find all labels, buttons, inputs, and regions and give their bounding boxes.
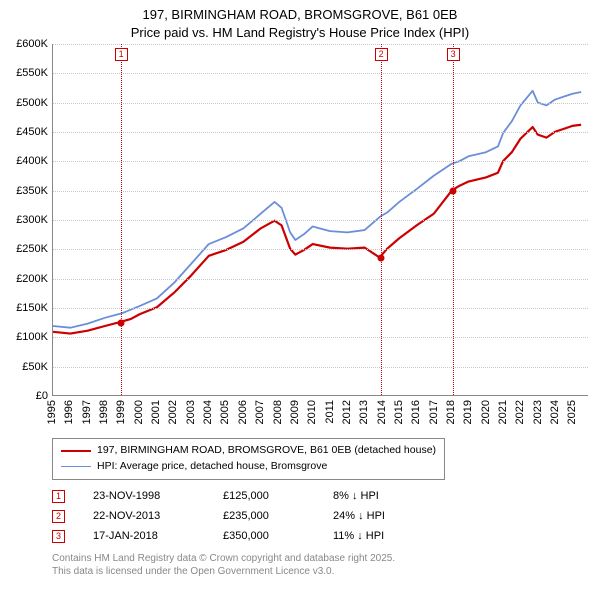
title-line-1: 197, BIRMINGHAM ROAD, BROMSGROVE, B61 0E… xyxy=(0,6,600,24)
y-tick-label: £500K xyxy=(4,97,48,109)
legend-swatch-property xyxy=(61,450,91,452)
gridline xyxy=(53,73,588,74)
y-tick-label: £150K xyxy=(4,302,48,314)
series-line-property xyxy=(53,125,581,334)
legend-label-property: 197, BIRMINGHAM ROAD, BROMSGROVE, B61 0E… xyxy=(97,443,436,459)
x-tick-label: 2014 xyxy=(376,400,388,424)
legend-row-property: 197, BIRMINGHAM ROAD, BROMSGROVE, B61 0E… xyxy=(61,443,436,459)
sale-price-3: £350,000 xyxy=(223,530,333,542)
y-tick-label: £200K xyxy=(4,273,48,285)
chart-wrap: 1 2 3 £0 £50K £100K £150K £200K £250K £300K £350K… xyxy=(0,44,600,432)
y-tick-label: £600K xyxy=(4,38,48,50)
sale-dot xyxy=(377,255,384,262)
x-tick-label: 2005 xyxy=(219,400,231,424)
gridline xyxy=(53,161,588,162)
sale-marker-1: 1 xyxy=(52,490,65,503)
y-tick-label: £50K xyxy=(4,361,48,373)
gridline xyxy=(53,367,588,368)
x-tick-label: 2010 xyxy=(306,400,318,424)
x-tick-label: 2015 xyxy=(393,400,405,424)
x-tick-label: 2019 xyxy=(462,400,474,424)
sale-price-1: £125,000 xyxy=(223,490,333,502)
y-tick-label: £450K xyxy=(4,126,48,138)
x-tick-label: 2003 xyxy=(185,400,197,424)
sales-row-1: 1 23-NOV-1998 £125,000 8% ↓ HPI xyxy=(52,486,423,506)
sale-marker-vline xyxy=(381,44,382,395)
sale-marker-box: 2 xyxy=(375,48,388,61)
gridline xyxy=(53,279,588,280)
x-tick-label: 2024 xyxy=(549,400,561,424)
sale-date-3: 17-JAN-2018 xyxy=(93,530,223,542)
x-tick-label: 2017 xyxy=(428,400,440,424)
x-tick-label: 2001 xyxy=(150,400,162,424)
plot-area: 1 2 3 xyxy=(52,44,588,396)
y-tick-label: £250K xyxy=(4,243,48,255)
x-tick-label: 2013 xyxy=(358,400,370,424)
y-tick-label: £550K xyxy=(4,67,48,79)
x-tick-label: 2002 xyxy=(167,400,179,424)
x-tick-label: 2025 xyxy=(566,400,578,424)
title-line-2: Price paid vs. HM Land Registry's House … xyxy=(0,24,600,42)
legend-label-hpi: HPI: Average price, detached house, Brom… xyxy=(97,459,327,475)
footnote-line-2: This data is licensed under the Open Gov… xyxy=(52,565,395,578)
x-tick-label: 2008 xyxy=(272,400,284,424)
sales-table: 1 23-NOV-1998 £125,000 8% ↓ HPI 2 22-NOV… xyxy=(52,486,423,546)
sale-dot xyxy=(117,319,124,326)
sales-row-2: 2 22-NOV-2013 £235,000 24% ↓ HPI xyxy=(52,506,423,526)
y-tick-label: £0 xyxy=(4,390,48,402)
x-tick-label: 1997 xyxy=(81,400,93,424)
series-line-hpi xyxy=(53,91,581,328)
y-tick-label: £400K xyxy=(4,155,48,167)
x-tick-label: 1998 xyxy=(98,400,110,424)
x-tick-label: 2004 xyxy=(202,400,214,424)
chart-container: 197, BIRMINGHAM ROAD, BROMSGROVE, B61 0E… xyxy=(0,0,600,590)
x-tick-label: 2006 xyxy=(237,400,249,424)
sale-marker-box: 3 xyxy=(447,48,460,61)
x-tick-label: 2018 xyxy=(445,400,457,424)
y-tick-label: £350K xyxy=(4,185,48,197)
sales-row-3: 3 17-JAN-2018 £350,000 11% ↓ HPI xyxy=(52,526,423,546)
sale-marker-2: 2 xyxy=(52,510,65,523)
sale-date-2: 22-NOV-2013 xyxy=(93,510,223,522)
legend-swatch-hpi xyxy=(61,466,91,467)
gridline xyxy=(53,308,588,309)
x-tick-label: 2021 xyxy=(497,400,509,424)
sale-marker-box: 1 xyxy=(115,48,128,61)
gridline xyxy=(53,220,588,221)
x-tick-label: 2016 xyxy=(410,400,422,424)
sale-price-2: £235,000 xyxy=(223,510,333,522)
x-tick-label: 1995 xyxy=(46,400,58,424)
title-block: 197, BIRMINGHAM ROAD, BROMSGROVE, B61 0E… xyxy=(0,0,600,41)
x-tick-label: 2012 xyxy=(341,400,353,424)
sale-marker-vline xyxy=(121,44,122,395)
gridline xyxy=(53,191,588,192)
x-tick-label: 2023 xyxy=(532,400,544,424)
x-tick-label: 2000 xyxy=(133,400,145,424)
x-tick-label: 1999 xyxy=(115,400,127,424)
y-tick-label: £300K xyxy=(4,214,48,226)
y-tick-label: £100K xyxy=(4,331,48,343)
footnote: Contains HM Land Registry data © Crown c… xyxy=(52,552,395,578)
x-tick-label: 2009 xyxy=(289,400,301,424)
sale-pct-1: 8% ↓ HPI xyxy=(333,490,423,502)
footnote-line-1: Contains HM Land Registry data © Crown c… xyxy=(52,552,395,565)
legend-box: 197, BIRMINGHAM ROAD, BROMSGROVE, B61 0E… xyxy=(52,438,445,480)
sale-pct-2: 24% ↓ HPI xyxy=(333,510,423,522)
sale-dot xyxy=(449,187,456,194)
sale-pct-3: 11% ↓ HPI xyxy=(333,530,423,542)
sale-marker-vline xyxy=(453,44,454,395)
x-tick-label: 2011 xyxy=(324,400,336,424)
x-tick-label: 1996 xyxy=(63,400,75,424)
gridline xyxy=(53,249,588,250)
legend-row-hpi: HPI: Average price, detached house, Brom… xyxy=(61,459,436,475)
x-tick-label: 2022 xyxy=(514,400,526,424)
x-tick-label: 2007 xyxy=(254,400,266,424)
gridline xyxy=(53,132,588,133)
sale-marker-3: 3 xyxy=(52,530,65,543)
x-tick-label: 2020 xyxy=(480,400,492,424)
sale-date-1: 23-NOV-1998 xyxy=(93,490,223,502)
gridline xyxy=(53,103,588,104)
gridline xyxy=(53,337,588,338)
gridline xyxy=(53,44,588,45)
